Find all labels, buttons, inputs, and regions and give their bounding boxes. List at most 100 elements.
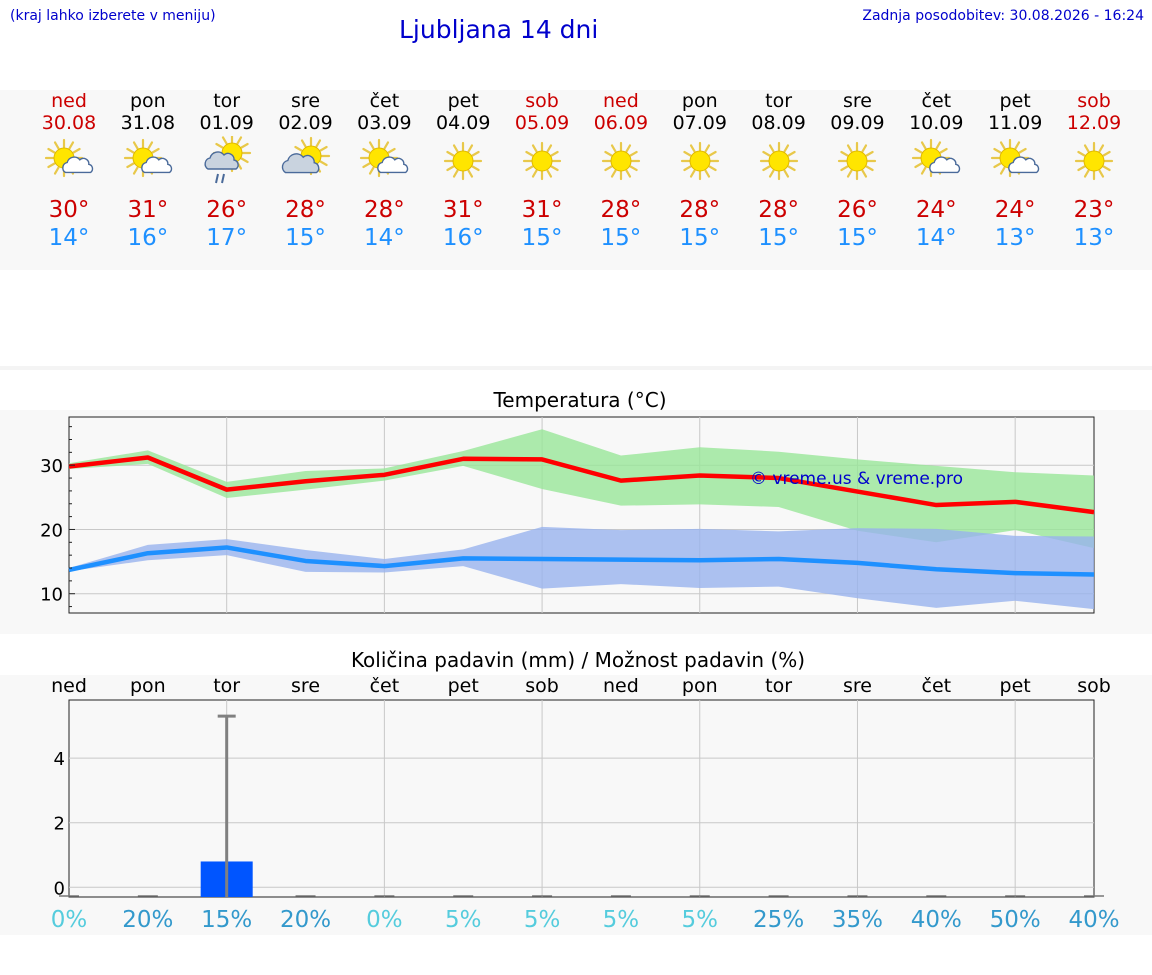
x-category-label: ned	[603, 675, 639, 697]
max-temperature: 28°	[285, 197, 326, 223]
max-temperature-range	[69, 429, 1094, 549]
precipitation-chance: 5%	[682, 907, 719, 933]
precipitation-chance: 40%	[1068, 907, 1119, 933]
precipitation-chance: 5%	[524, 907, 561, 933]
min-temperature: 15°	[679, 225, 721, 251]
day-column: sob 12.09 23° 13°	[1054, 90, 1134, 252]
day-date: 05.09	[514, 112, 570, 134]
max-temperature: 30°	[48, 197, 90, 223]
day-date: 02.09	[278, 112, 333, 134]
x-category-label: čet	[922, 675, 952, 697]
day-date: 07.09	[672, 112, 727, 134]
max-temperature: 24°	[915, 197, 957, 223]
precipitation-chance: 40%	[911, 907, 962, 933]
sun-icon	[680, 141, 719, 181]
day-column: pet 11.09 24° 13°	[975, 90, 1055, 252]
max-temperature: 28°	[600, 197, 642, 223]
day-column: tor 08.09 28° 15°	[739, 90, 819, 252]
min-temperature: 15°	[285, 225, 326, 251]
x-category-label: sre	[291, 675, 320, 697]
min-temperature: 17°	[206, 225, 248, 251]
x-category-label: pon	[130, 675, 166, 697]
min-temperature: 13°	[1073, 225, 1115, 251]
day-date: 10.09	[909, 112, 964, 134]
day-name: tor	[213, 90, 241, 112]
day-date: 11.09	[987, 112, 1043, 134]
sun-cloud-icon	[360, 138, 409, 178]
max-temperature: 24°	[994, 197, 1036, 223]
day-column: čet 03.09 28° 14°	[344, 90, 424, 252]
sun-cloud-icon	[44, 138, 94, 178]
cloud-sun-icon	[281, 136, 330, 176]
location-hint: (kraj lahko izberete v meniju)	[10, 8, 216, 24]
precipitation-chance: 15%	[201, 907, 252, 933]
day-date: 06.09	[593, 112, 649, 134]
y-tick-label: 20	[40, 520, 63, 541]
precipitation-chance: 35%	[832, 907, 883, 933]
sun-cloud-icon	[991, 138, 1040, 178]
day-name: sob	[525, 90, 559, 112]
x-category-label: sob	[1077, 675, 1111, 697]
precipitation-chance: 50%	[990, 907, 1041, 933]
day-date: 31.08	[120, 112, 176, 134]
y-tick-label: 2	[54, 814, 65, 835]
precipitation-chance: 5%	[603, 907, 640, 933]
precipitation-chart-title: Količina padavin (mm) / Možnost padavin …	[350, 648, 806, 672]
day-name: sre	[291, 90, 321, 112]
day-column: sre 09.09 26° 15°	[817, 90, 897, 252]
max-temperature: 31°	[127, 197, 169, 223]
day-column: ned 06.09 28° 15°	[581, 90, 661, 252]
day-date: 08.09	[751, 112, 806, 134]
sun-cloud-icon	[123, 138, 172, 178]
watermark: © vreme.us & vreme.pro	[750, 469, 963, 489]
day-date: 04.09	[436, 112, 491, 134]
max-temperature: 28°	[679, 197, 721, 223]
max-temperature: 26°	[206, 197, 248, 223]
x-category-label: tor	[213, 675, 240, 697]
day-name: čet	[921, 90, 952, 112]
day-date: 09.09	[830, 112, 885, 134]
page-title: Ljubljana 14 dni	[399, 15, 599, 44]
min-temperature: 14°	[915, 225, 957, 251]
precipitation-chance: 0%	[51, 907, 88, 933]
max-temperature-line	[68, 455, 1095, 515]
min-temperature: 15°	[600, 225, 642, 251]
min-temperature: 15°	[837, 225, 878, 251]
day-column: sre 02.09 28° 15°	[266, 90, 346, 252]
min-temperature: 16°	[442, 225, 484, 251]
precipitation-chance: 20%	[280, 907, 331, 933]
y-tick-label: 10	[40, 585, 63, 606]
sun-cloud-icon	[912, 138, 961, 178]
min-temperature-line	[68, 545, 1095, 577]
day-name: ned	[51, 90, 87, 112]
day-name: ned	[603, 90, 639, 112]
max-temperature: 28°	[363, 197, 405, 223]
day-column: pet 04.09 31° 16°	[423, 90, 503, 252]
precipitation-chance: 25%	[753, 907, 804, 933]
day-column: čet 10.09 24° 14°	[896, 90, 976, 252]
y-tick-label: 0	[54, 878, 65, 899]
day-name: pon	[681, 90, 718, 112]
min-temperature: 13°	[994, 225, 1036, 251]
max-temperature: 31°	[442, 197, 484, 223]
day-column: pon 07.09 28° 15°	[660, 90, 740, 252]
max-temperature: 31°	[521, 197, 563, 223]
min-temperature: 14°	[363, 225, 405, 251]
max-temperature: 23°	[1073, 197, 1115, 223]
sun-cloud-rain-icon	[204, 136, 251, 184]
last-updated: Zadnja posodobitev: 30.08.2026 - 16:24	[862, 8, 1144, 24]
x-category-label: ned	[51, 675, 87, 697]
max-temperature: 26°	[837, 197, 878, 223]
min-temperature-range	[69, 526, 1094, 610]
min-temperature: 15°	[758, 225, 799, 251]
sun-icon	[838, 141, 877, 181]
max-temperature: 28°	[758, 197, 799, 223]
day-name: pet	[447, 90, 479, 112]
day-column: tor 01.09 26° 17°	[187, 90, 267, 252]
precipitation-chance: 0%	[366, 907, 403, 933]
days-band	[0, 90, 1152, 270]
x-category-label: tor	[765, 675, 792, 697]
x-category-label: pet	[1000, 675, 1031, 697]
